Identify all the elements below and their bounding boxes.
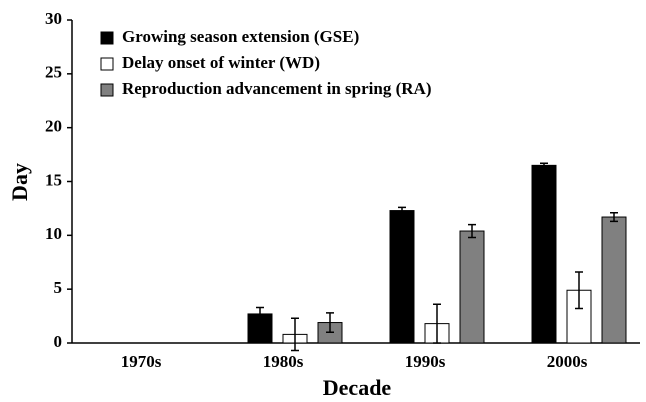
legend-swatch [100, 57, 114, 71]
x-tick-label: 1970s [121, 352, 162, 371]
x-axis-title: Decade [323, 375, 392, 400]
y-tick-label: 10 [45, 224, 62, 243]
bar [531, 164, 557, 344]
error-bar [256, 306, 264, 322]
legend-label: Delay onset of winter (WD) [122, 53, 320, 72]
error-bar [540, 162, 548, 169]
y-tick-label: 25 [45, 63, 62, 82]
y-tick-label: 15 [45, 170, 62, 189]
bar [389, 210, 415, 344]
error-bar [575, 271, 583, 310]
bar [459, 230, 485, 344]
y-tick-label: 20 [45, 117, 62, 136]
y-tick-label: 30 [45, 9, 62, 28]
x-tick-label: 1980s [263, 352, 304, 371]
bar [601, 216, 627, 344]
y-tick-label: 0 [54, 332, 63, 351]
legend-swatch [100, 31, 114, 45]
y-tick-label: 5 [54, 278, 63, 297]
error-bar [326, 312, 334, 333]
x-tick-label: 2000s [547, 352, 588, 371]
legend-swatch [100, 83, 114, 97]
error-bar [433, 303, 441, 344]
x-tick-label: 1990s [405, 352, 446, 371]
y-axis-title: Day [7, 163, 32, 201]
error-bar [398, 206, 406, 215]
error-bar [610, 211, 618, 223]
legend-label: Reproduction advancement in spring (RA) [122, 79, 431, 98]
error-bar [291, 317, 299, 352]
legend-label: Growing season extension (GSE) [122, 27, 359, 46]
error-bar [468, 223, 476, 239]
